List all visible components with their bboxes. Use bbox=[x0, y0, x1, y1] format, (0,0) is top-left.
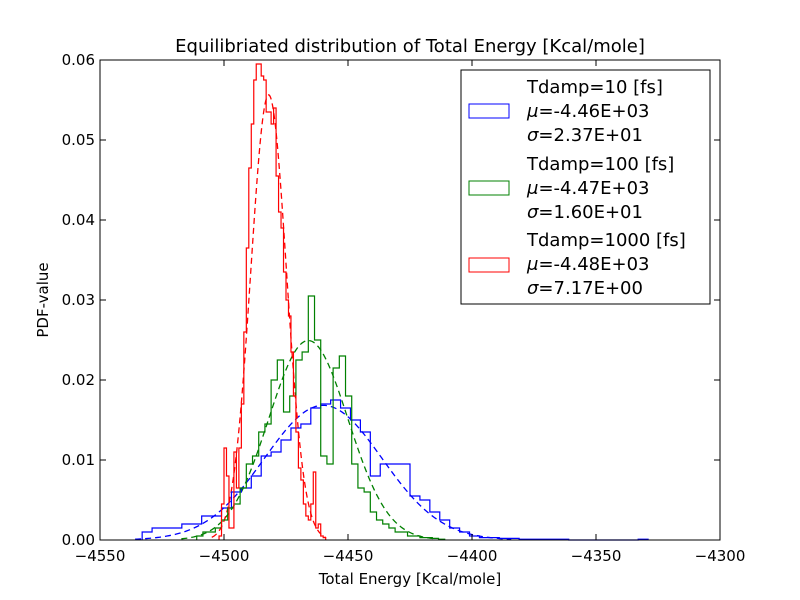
legend-swatch-tdamp-10 bbox=[468, 103, 510, 119]
y-tick-label: 0.03 bbox=[62, 291, 95, 309]
legend-mu-tdamp-1000: μ=-4.48E+03 bbox=[526, 254, 649, 275]
fit-curve-tdamp-1000-fs bbox=[211, 94, 326, 538]
legend-sigma-tdamp-100: σ=1.60E+01 bbox=[527, 202, 643, 223]
legend-sigma-value-tdamp-1000: 7.17E+00 bbox=[554, 278, 643, 299]
y-tick-label: 0.01 bbox=[62, 451, 95, 469]
legend-mu-value-tdamp-100: -4.47E+03 bbox=[554, 178, 650, 199]
y-tick-label: 0.06 bbox=[62, 51, 95, 69]
histogram-tdamp-1000-fs bbox=[218, 63, 327, 540]
legend-name-tdamp-1000: Tdamp=1000 [fs] bbox=[526, 230, 686, 251]
legend-sigma-value-tdamp-100: 1.60E+01 bbox=[554, 202, 643, 223]
x-tick-label: −4550 bbox=[75, 547, 126, 565]
legend-sigma-tdamp-1000: σ=7.17E+00 bbox=[527, 278, 643, 299]
legend-name-tdamp-10: Tdamp=10 [fs] bbox=[526, 77, 663, 98]
legend-sigma-tdamp-10: σ=2.37E+01 bbox=[527, 125, 643, 146]
fit-curve-tdamp-10-fs bbox=[135, 404, 512, 540]
legend-name-tdamp-100: Tdamp=100 [fs] bbox=[526, 154, 674, 175]
axis-ticks: −4550 −4500 −4450 −4400 −4350 −4300 0.00 0.01 0.… bbox=[62, 51, 746, 565]
histograms bbox=[141, 63, 649, 541]
y-tick-label: 0.04 bbox=[62, 211, 95, 229]
y-tick-label: 0.02 bbox=[62, 371, 95, 389]
y-tick-label: 0.05 bbox=[62, 131, 95, 149]
legend-swatch-tdamp-100 bbox=[468, 180, 510, 196]
x-tick-label: −4450 bbox=[323, 547, 374, 565]
x-tick-label: −4350 bbox=[571, 547, 622, 565]
x-tick-label: −4500 bbox=[199, 547, 250, 565]
legend-sigma-value-tdamp-10: 2.37E+01 bbox=[554, 125, 643, 146]
legend: Tdamp=10 [fs] μ=-4.46E+03 σ=2.37E+01 Tda… bbox=[460, 69, 711, 305]
legend-mu-value-tdamp-1000: -4.48E+03 bbox=[554, 254, 650, 275]
y-axis-label: PDF-value bbox=[34, 262, 52, 337]
legend-mu-tdamp-100: μ=-4.47E+03 bbox=[526, 178, 649, 199]
legend-mu-tdamp-10: μ=-4.46E+03 bbox=[526, 101, 649, 122]
y-tick-label: 0.00 bbox=[62, 531, 95, 549]
legend-mu-value-tdamp-10: -4.46E+03 bbox=[554, 101, 650, 122]
histogram-tdamp-100-fs bbox=[196, 295, 446, 540]
x-tick-label: −4300 bbox=[695, 547, 746, 565]
chart-title: Equilibriated distribution of Total Ener… bbox=[175, 36, 645, 57]
legend-box bbox=[460, 69, 711, 305]
x-tick-label: −4400 bbox=[447, 547, 498, 565]
histogram-tdamp-10-fs bbox=[141, 399, 649, 541]
x-axis-label: Total Energy [Kcal/mole] bbox=[318, 570, 501, 588]
legend-swatch-tdamp-1000 bbox=[468, 257, 510, 273]
fit-curve-tdamp-100-fs bbox=[181, 339, 436, 540]
fit-curves bbox=[135, 94, 512, 540]
